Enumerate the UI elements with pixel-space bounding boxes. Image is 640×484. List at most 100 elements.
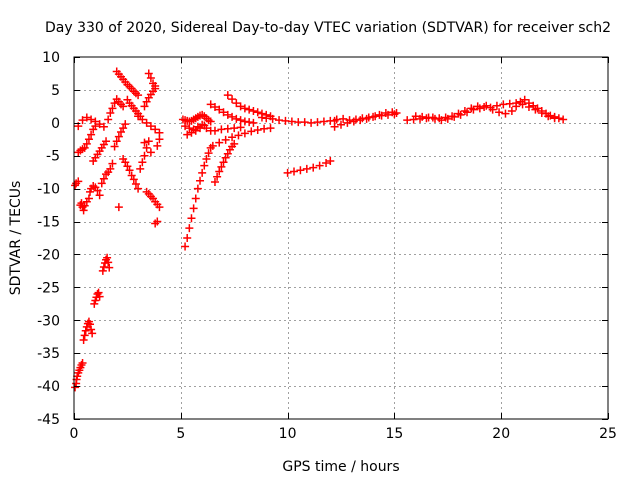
data-point: [87, 325, 96, 334]
data-point: [232, 114, 241, 123]
data-point: [206, 117, 215, 126]
data-point: [443, 114, 452, 123]
data-point: [144, 137, 153, 146]
data-point: [140, 102, 149, 111]
data-point: [155, 135, 164, 144]
data-point: [187, 214, 196, 223]
data-point: [196, 124, 205, 133]
data-point: [501, 109, 510, 118]
data-point: [134, 184, 143, 193]
y-tick-label: 10: [42, 50, 60, 66]
data-point: [326, 156, 335, 165]
data-point: [93, 186, 102, 195]
data-point: [88, 329, 97, 338]
data-point: [424, 113, 433, 122]
data-point: [185, 224, 194, 233]
data-point: [215, 167, 224, 176]
data-point: [330, 122, 339, 131]
data-point: [351, 115, 360, 124]
data-point: [223, 91, 232, 100]
data-point: [91, 117, 100, 126]
data-point: [208, 141, 217, 150]
x-tick-label: 5: [176, 426, 185, 442]
data-point: [87, 115, 96, 124]
data-point: [106, 108, 115, 117]
data-point: [82, 139, 91, 148]
x-tick-label: 0: [70, 426, 79, 442]
data-point: [146, 74, 155, 83]
data-point: [309, 163, 318, 172]
data-point: [221, 135, 230, 144]
y-tick-label: -40: [37, 379, 60, 395]
data-point: [81, 326, 90, 335]
data-point: [559, 115, 568, 124]
data-point: [121, 120, 130, 129]
data-point: [230, 139, 239, 148]
y-tick-label: -45: [37, 412, 60, 428]
data-point: [240, 104, 249, 113]
data-point: [390, 110, 399, 119]
data-point: [206, 100, 215, 109]
data-point: [138, 158, 147, 167]
data-point: [437, 116, 446, 125]
data-point: [125, 166, 134, 175]
data-point: [78, 116, 87, 125]
data-point: [151, 81, 160, 90]
data-point: [296, 166, 305, 175]
data-point: [94, 288, 103, 297]
data-point: [82, 113, 91, 122]
data-point: [236, 123, 245, 132]
data-point: [512, 99, 521, 108]
data-point: [79, 336, 88, 345]
y-tick-label: -35: [37, 346, 60, 362]
data-point: [219, 158, 228, 167]
data-point: [215, 138, 224, 147]
data-point: [112, 137, 121, 146]
data-point: [86, 320, 95, 329]
data-point: [136, 164, 145, 173]
data-point: [191, 194, 200, 203]
data-point: [215, 105, 224, 114]
data-point: [142, 118, 151, 127]
data-point: [469, 105, 478, 114]
data-point: [495, 108, 504, 117]
data-point: [74, 177, 83, 186]
x-tick-label: 25: [599, 426, 617, 442]
data-point: [544, 112, 553, 121]
data-point: [219, 108, 228, 117]
data-point: [266, 124, 275, 133]
data-point: [131, 180, 140, 189]
data-point: [302, 164, 311, 173]
data-point: [84, 194, 93, 203]
data-point: [183, 234, 192, 242]
data-point: [202, 155, 211, 164]
data-point: [138, 115, 147, 124]
data-point: [95, 120, 104, 129]
data-point: [98, 266, 107, 275]
data-point: [456, 110, 465, 119]
data-point: [236, 102, 245, 111]
data-point: [200, 161, 209, 170]
data-point: [146, 148, 155, 157]
data-point: [129, 175, 138, 184]
data-point: [240, 129, 249, 138]
y-axis-label: SDTVAR / TECUs: [8, 181, 24, 296]
x-tick-labels: 0 5 10 15 20 25: [70, 57, 617, 442]
plot-frame: [73, 56, 609, 420]
y-tick-label: -30: [37, 313, 60, 329]
data-point: [181, 122, 190, 131]
y-tick-label: 0: [51, 116, 60, 132]
data-point: [80, 331, 89, 340]
data-point: [110, 142, 119, 151]
data-point: [95, 191, 104, 200]
data-point: [518, 100, 527, 109]
data-point: [531, 105, 540, 114]
data-point: [339, 114, 348, 123]
data-point: [475, 104, 484, 113]
data-point: [228, 95, 237, 104]
x-tick-label: 10: [279, 426, 297, 442]
data-point: [114, 203, 123, 212]
data-point: [97, 179, 106, 188]
